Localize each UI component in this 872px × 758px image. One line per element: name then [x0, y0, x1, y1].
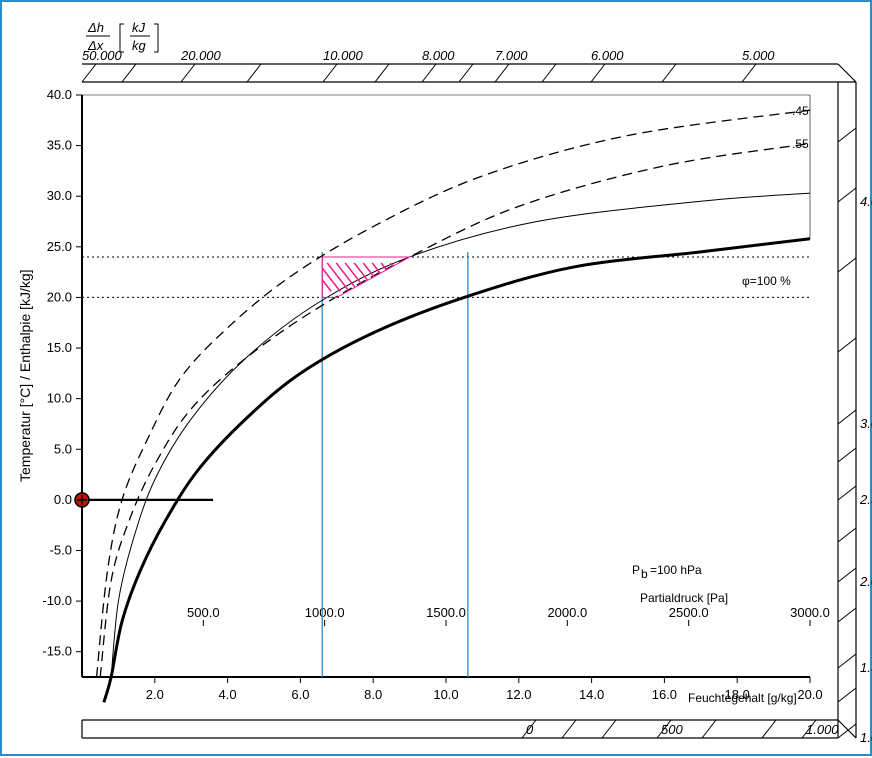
svg-text:15.0: 15.0 — [47, 340, 72, 355]
top-label-dh: Δh — [87, 20, 104, 35]
svg-text:-10.0: -10.0 — [42, 593, 72, 608]
svg-text:5.000: 5.000 — [742, 48, 775, 63]
svg-text:6.000: 6.000 — [591, 48, 624, 63]
svg-text:1500.0: 1500.0 — [426, 605, 466, 620]
svg-text:1.000: 1.000 — [860, 730, 872, 745]
svg-text:4.0: 4.0 — [219, 687, 237, 702]
svg-text:20.0: 20.0 — [797, 687, 822, 702]
svg-text:2000.0: 2000.0 — [547, 605, 587, 620]
bottom-scale: 0 500 1.000 — [82, 720, 856, 738]
svg-text:40.0: 40.0 — [47, 87, 72, 102]
svg-text:2500.0: 2500.0 — [669, 605, 709, 620]
svg-text:3.000: 3.000 — [860, 416, 872, 431]
svg-text:1000.0: 1000.0 — [305, 605, 345, 620]
phi55-label: .55 — [792, 137, 809, 151]
svg-text:500.0: 500.0 — [187, 605, 220, 620]
pb-label: P — [632, 563, 640, 577]
svg-text:12.0: 12.0 — [506, 687, 531, 702]
plot-area: -15.0 -10.0 -5.0 0.0 5.0 10.0 15.0 20.0 25.0 30.0… — [17, 87, 830, 705]
svg-text:2.000: 2.000 — [859, 574, 872, 589]
svg-text:6.0: 6.0 — [291, 687, 309, 702]
svg-text:20.000: 20.000 — [180, 48, 222, 63]
svg-text:-15.0: -15.0 — [42, 644, 72, 659]
mollier-chart: 50.00020.00010.0008.0007.0006.0005.000 Δ… — [2, 2, 872, 758]
svg-text:0: 0 — [526, 722, 534, 737]
svg-text:14.0: 14.0 — [579, 687, 604, 702]
right-scale: 4.000 3.000 2.500 2.000 1.500 1.000 — [838, 82, 872, 745]
svg-text:20.0: 20.0 — [47, 289, 72, 304]
svg-text:1.000: 1.000 — [806, 722, 839, 737]
svg-text:7.000: 7.000 — [495, 48, 528, 63]
svg-text:35.0: 35.0 — [47, 138, 72, 153]
partial-label: Partialdruck [Pa] — [640, 591, 728, 605]
top-unit-den: kg — [132, 38, 147, 53]
svg-text:10.000: 10.000 — [323, 48, 364, 63]
x-label: Feuchtegehalt [g/kg] — [688, 691, 797, 705]
svg-text:8.000: 8.000 — [422, 48, 455, 63]
phi-label: φ=100 % — [742, 274, 791, 288]
svg-text:10.0: 10.0 — [433, 687, 458, 702]
svg-text:0.0: 0.0 — [54, 492, 72, 507]
top-unit-num: kJ — [132, 20, 146, 35]
svg-text:1.500: 1.500 — [860, 660, 872, 675]
svg-text:4.000: 4.000 — [860, 194, 872, 209]
svg-text:16.0: 16.0 — [652, 687, 677, 702]
phi45-label: .45 — [792, 104, 809, 118]
svg-text:5.0: 5.0 — [54, 441, 72, 456]
svg-text:10.0: 10.0 — [47, 391, 72, 406]
top-scale: 50.00020.00010.0008.0007.0006.0005.000 Δ… — [82, 20, 856, 82]
svg-text:=100 hPa: =100 hPa — [650, 563, 702, 577]
svg-text:2.0: 2.0 — [146, 687, 164, 702]
svg-text:500: 500 — [661, 722, 683, 737]
svg-text:-5.0: -5.0 — [50, 542, 72, 557]
svg-text:8.0: 8.0 — [364, 687, 382, 702]
svg-text:30.0: 30.0 — [47, 188, 72, 203]
y-label: Temperatur [°C] / Enthalpie [kJ/kg] — [17, 269, 33, 482]
svg-text:3000.0: 3000.0 — [790, 605, 830, 620]
top-label-dx: Δx — [87, 38, 104, 53]
svg-text:b: b — [641, 567, 648, 581]
svg-text:2.500: 2.500 — [859, 492, 872, 507]
svg-text:25.0: 25.0 — [47, 239, 72, 254]
